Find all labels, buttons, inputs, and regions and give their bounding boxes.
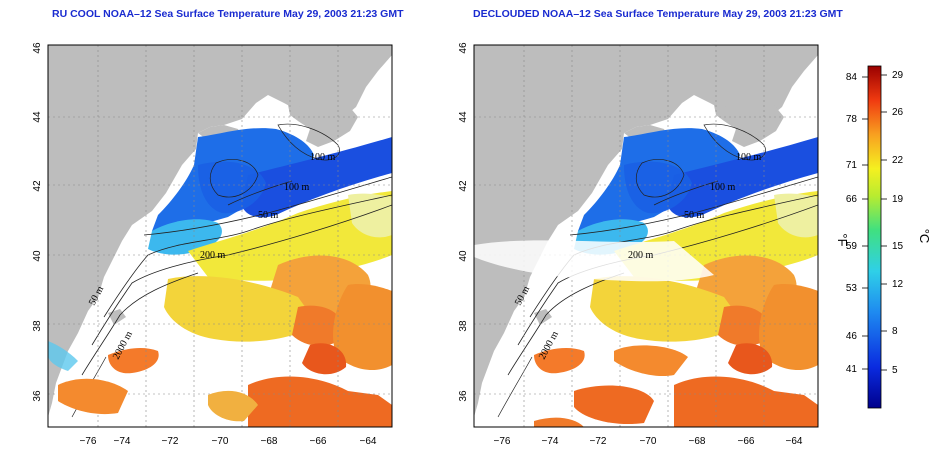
celsius-tick: 15 (892, 241, 904, 252)
fahrenheit-tick: 78 (846, 114, 858, 125)
lat-tick: 44 (458, 111, 469, 123)
lat-tick: 40 (32, 250, 43, 262)
left-lat-ticks: 36 38 40 42 44 46 (32, 42, 43, 402)
fahrenheit-tick: 53 (846, 283, 858, 294)
lat-tick: 46 (458, 42, 469, 54)
lon-tick: −64 (360, 436, 377, 447)
lon-tick: −76 (494, 436, 511, 447)
colorbar: 84 78 71 66 59 53 46 41 29 26 22 19 15 1… (835, 65, 932, 409)
right-lon-ticks: −76 −74 −72 −70 −68 −66 −64 (494, 436, 803, 447)
contour-label-100m-upper-right: 100 m (736, 152, 762, 163)
contour-label-200m-right: 200 m (628, 250, 654, 261)
contour-label-50m-left: 50 m (258, 210, 279, 221)
lon-tick: −70 (640, 436, 657, 447)
contour-label-50m-right: 50 m (684, 210, 705, 221)
right-lat-ticks: 36 38 40 42 44 46 (458, 42, 469, 402)
lon-tick: −72 (162, 436, 179, 447)
lon-tick: −66 (310, 436, 327, 447)
celsius-tick: 19 (892, 194, 904, 205)
lat-tick: 46 (32, 42, 43, 54)
celsius-tick: 26 (892, 107, 904, 118)
celsius-tick: 22 (892, 155, 904, 166)
lat-tick: 42 (32, 180, 43, 192)
lat-tick: 38 (458, 320, 469, 332)
fahrenheit-tick: 59 (846, 241, 858, 252)
fahrenheit-unit-label: °F (835, 233, 850, 246)
lat-tick: 38 (32, 320, 43, 332)
contour-label-100m-left: 100 m (284, 182, 310, 193)
celsius-unit-label: °C (917, 229, 932, 244)
lon-tick: −74 (542, 436, 559, 447)
lon-tick: −64 (786, 436, 803, 447)
fahrenheit-tick: 46 (846, 331, 858, 342)
lat-tick: 44 (32, 111, 43, 123)
fahrenheit-tick: 66 (846, 194, 858, 205)
lon-tick: −70 (212, 436, 229, 447)
fahrenheit-tick: 84 (846, 72, 858, 83)
celsius-tick: 5 (892, 365, 898, 376)
left-lon-ticks: −76 −74 −72 −70 −68 −66 −64 (80, 436, 377, 447)
lon-tick: −76 (80, 436, 97, 447)
celsius-tick: 29 (892, 70, 904, 81)
contour-label-100m-upper-left: 100 m (310, 152, 336, 163)
lat-tick: 40 (458, 250, 469, 262)
contour-label-100m-right: 100 m (710, 182, 736, 193)
lon-tick: −68 (261, 436, 278, 447)
left-panel-title: RU COOL NOAA–12 Sea Surface Temperature … (52, 8, 404, 20)
lat-tick: 36 (458, 390, 469, 402)
left-map-panel: 100 m 100 m 50 m 200 m 50 m 2000 m −76 −… (32, 42, 393, 447)
lon-tick: −74 (114, 436, 131, 447)
fahrenheit-ticks: 84 78 71 66 59 53 46 41 (846, 72, 858, 375)
lat-tick: 42 (458, 180, 469, 192)
colorbar-gradient (867, 65, 882, 409)
lat-tick: 36 (32, 390, 43, 402)
right-panel-title: DECLOUDED NOAA–12 Sea Surface Temperatur… (473, 8, 843, 20)
sst-map-raster-left (48, 45, 392, 427)
contour-label-200m-left: 200 m (200, 250, 226, 261)
celsius-tick: 12 (892, 279, 904, 290)
celsius-ticks: 29 26 22 19 15 12 8 5 (892, 70, 904, 376)
fahrenheit-tick: 41 (846, 364, 858, 375)
celsius-tick: 8 (892, 326, 898, 337)
lon-tick: −66 (738, 436, 755, 447)
lon-tick: −68 (689, 436, 706, 447)
right-map-panel: 100 m 100 m 50 m 200 m 50 m 2000 m −76 −… (458, 42, 819, 447)
fahrenheit-tick: 71 (846, 160, 858, 171)
lon-tick: −72 (590, 436, 607, 447)
